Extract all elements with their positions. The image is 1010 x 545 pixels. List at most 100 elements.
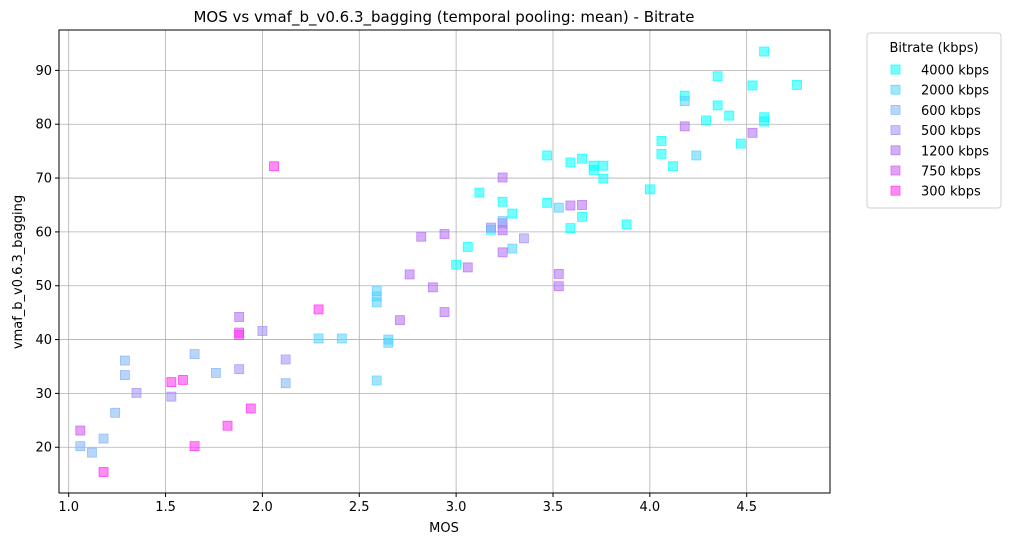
data-point <box>395 315 405 326</box>
data-point <box>577 200 587 210</box>
data-point <box>507 208 518 219</box>
data-point <box>462 262 473 273</box>
data-point <box>211 368 221 378</box>
data-point <box>735 138 746 149</box>
data-point <box>462 242 473 252</box>
y-axis-label: vmaf_b_v0.6.3_bagging <box>11 195 26 349</box>
x-tick-label: 1.5 <box>155 500 176 515</box>
data-point <box>747 127 758 138</box>
data-point <box>189 441 200 452</box>
y-tick-label: 30 <box>35 387 52 402</box>
legend-label: 300 kbps <box>921 185 981 200</box>
data-point <box>553 202 564 213</box>
data-point <box>565 157 576 168</box>
y-tick-label: 80 <box>35 118 52 133</box>
data-point <box>542 150 553 161</box>
data-point <box>280 378 291 389</box>
data-point <box>474 187 485 198</box>
data-point <box>497 247 508 258</box>
data-point <box>234 329 245 340</box>
data-point <box>245 403 256 414</box>
data-point <box>519 233 529 244</box>
data-point <box>621 219 632 230</box>
data-point <box>497 225 508 236</box>
data-point <box>792 80 802 90</box>
data-point <box>75 425 86 436</box>
data-point <box>701 115 711 126</box>
x-tick-label: 4.0 <box>639 500 660 515</box>
y-tick-label: 40 <box>35 333 52 348</box>
data-point <box>759 46 770 57</box>
legend: Bitrate (kbps) 4000 kbps 2000 kbps 600 kbp… <box>866 32 1002 209</box>
data-point <box>577 211 587 222</box>
legend-swatch <box>890 145 901 156</box>
data-point <box>598 160 609 171</box>
legend-label: 2000 kbps <box>921 84 989 99</box>
y-tick-label: 90 <box>35 64 52 79</box>
data-point <box>416 231 427 242</box>
data-point <box>668 161 678 172</box>
data-point <box>234 312 245 322</box>
data-point <box>598 173 609 184</box>
data-point <box>110 407 121 418</box>
chart-title: MOS vs vmaf_b_v0.6.3_bagging (temporal p… <box>193 8 694 27</box>
x-tick-label: 2.0 <box>252 500 273 515</box>
data-point <box>75 441 86 452</box>
legend-swatch <box>890 165 901 176</box>
x-tick-label: 4.5 <box>736 500 757 515</box>
data-point <box>497 196 508 207</box>
data-point <box>404 269 415 280</box>
data-point <box>166 377 177 387</box>
data-point <box>497 172 508 183</box>
legend-label: 1200 kbps <box>921 144 989 159</box>
data-point <box>747 80 758 91</box>
y-tick-label: 60 <box>35 225 52 240</box>
data-point <box>189 349 200 360</box>
legend-swatch <box>890 64 901 75</box>
data-point <box>427 282 438 293</box>
x-tick-label: 2.5 <box>349 500 370 515</box>
data-point <box>542 197 553 208</box>
data-point <box>178 375 188 385</box>
data-point <box>234 364 245 375</box>
data-point <box>119 370 130 380</box>
data-point <box>553 281 564 292</box>
data-point <box>98 433 109 444</box>
y-tick-label: 20 <box>35 441 52 456</box>
legend-swatch <box>890 84 901 95</box>
data-point <box>712 71 723 82</box>
data-point <box>439 229 450 239</box>
data-point <box>383 337 394 348</box>
data-point <box>222 420 233 431</box>
data-point <box>257 326 268 336</box>
data-point <box>656 148 667 159</box>
legend-label: 500 kbps <box>921 124 981 139</box>
axis-ticks: 1.0 1.5 2.0 2.5 3.0 3.5 4.0 4.5 20 30 40 50 60 70 80 90 <box>35 64 757 515</box>
legend-swatch <box>890 185 901 196</box>
x-tick-label: 3.0 <box>446 500 467 515</box>
data-point <box>451 259 462 270</box>
legend-swatch <box>890 105 901 115</box>
legend-label: 4000 kbps <box>921 64 989 79</box>
y-tick-label: 50 <box>35 279 52 294</box>
data-point <box>724 110 735 121</box>
x-tick-label: 1.0 <box>58 500 79 515</box>
data-point <box>553 268 564 279</box>
data-point <box>371 297 382 308</box>
data-point <box>644 184 655 195</box>
x-tick-label: 3.5 <box>543 500 564 515</box>
data-point <box>679 96 690 106</box>
data-point <box>439 307 450 318</box>
data-point <box>269 161 279 172</box>
data-point <box>712 100 723 111</box>
data-point <box>87 447 97 458</box>
data-points <box>75 46 802 477</box>
data-point <box>166 391 177 402</box>
data-point <box>565 223 576 234</box>
legend-label: 600 kbps <box>921 104 981 119</box>
data-point <box>336 333 347 344</box>
data-point <box>371 375 382 386</box>
data-point <box>486 222 496 233</box>
data-point <box>119 355 130 366</box>
